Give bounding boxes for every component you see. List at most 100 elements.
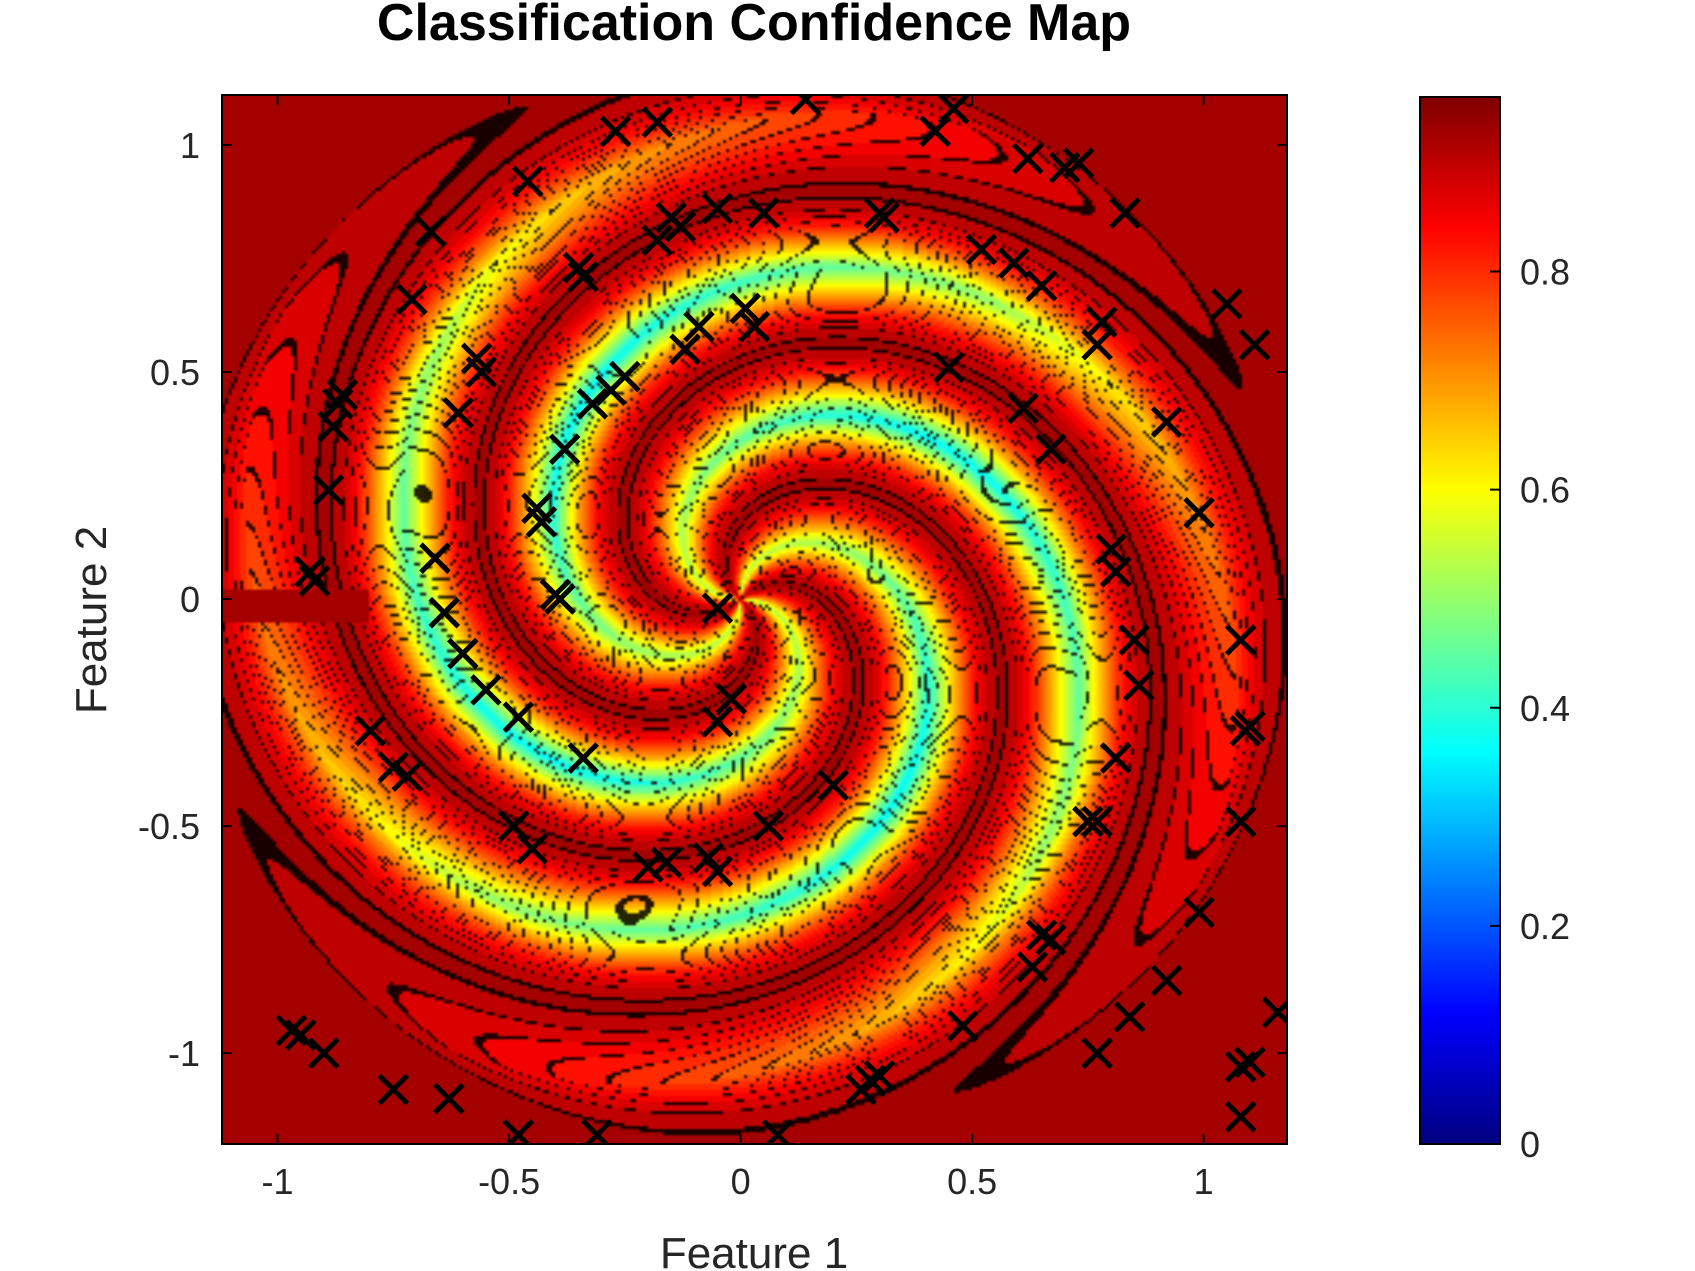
y-tick-label: 1 — [180, 125, 200, 166]
colorbar-frame — [1419, 96, 1501, 1145]
sample-marker-44 — [548, 433, 581, 465]
sample-marker-103 — [1234, 1046, 1266, 1079]
colorbar-gradient — [1420, 97, 1500, 1144]
sample-marker-70 — [567, 742, 599, 774]
x-axis-ticks: -1 -0.5 0 0.5 1 — [262, 95, 1214, 1202]
sample-marker-42 — [1007, 392, 1039, 425]
sample-marker-95 — [308, 1037, 340, 1069]
sample-marker-93 — [275, 1014, 308, 1047]
sample-marker-105 — [502, 1119, 535, 1144]
x-tick-label: -0.5 — [478, 1161, 540, 1202]
sample-marker-5 — [511, 165, 544, 198]
x-tick-label: 0 — [731, 1161, 751, 1202]
sample-marker-107 — [761, 1119, 794, 1144]
sample-marker-27 — [669, 333, 701, 366]
sample-marker-38 — [317, 410, 349, 443]
sample-marker-101 — [845, 1073, 877, 1106]
chart-title: Classification Confidence Map — [377, 0, 1131, 52]
colorbar: 0 0.2 0.4 0.6 0.8 — [1419, 96, 1570, 1165]
sample-marker-81 — [632, 851, 664, 883]
sample-marker-35 — [933, 351, 965, 384]
sample-marker-64 — [502, 701, 535, 733]
sample-marker-36 — [326, 378, 359, 411]
colorbar-tick-label: 0 — [1520, 1124, 1540, 1165]
sample-marker-25 — [738, 310, 771, 343]
sample-marker-51 — [294, 556, 326, 588]
sample-marker-66 — [715, 683, 748, 715]
sample-marker-54 — [544, 583, 576, 615]
sample-marker-85 — [1183, 896, 1215, 929]
sample-marker-97 — [1224, 1051, 1257, 1083]
sample-marker-60 — [1224, 624, 1257, 656]
plot-area — [221, 94, 1288, 1145]
colorbar-tick-label: 0.2 — [1520, 906, 1570, 947]
sample-marker-41 — [595, 374, 627, 406]
sample-marker-87 — [1035, 923, 1067, 956]
colorbar-ticks: 0 0.2 0.4 0.6 0.8 — [1490, 252, 1570, 1165]
colorbar-tick-label: 0.6 — [1520, 470, 1570, 511]
sample-marker-56 — [1099, 556, 1132, 588]
sample-marker-39 — [442, 397, 474, 429]
y-tick-label: 0 — [180, 579, 200, 620]
sample-marker-24 — [729, 292, 762, 325]
sample-marker-89 — [1150, 964, 1183, 997]
sample-marker-33 — [465, 356, 498, 388]
sample-marker-3 — [599, 115, 632, 148]
sample-marker-86 — [1025, 919, 1058, 951]
sample-marker-49 — [1183, 497, 1215, 529]
sample-marker-78 — [1081, 805, 1113, 838]
sample-marker-104 — [1224, 1100, 1257, 1133]
sample-marker-21 — [1025, 269, 1058, 302]
sample-marker-94 — [284, 1019, 317, 1051]
sample-marker-69 — [1234, 710, 1266, 742]
x-tick-label: 0.5 — [947, 1161, 997, 1202]
sample-marker-6 — [1011, 142, 1044, 175]
sample-marker-102 — [863, 1060, 896, 1092]
sample-marker-99 — [433, 1082, 465, 1115]
x-tick-label: 1 — [1194, 1161, 1214, 1202]
sample-marker-31 — [1238, 328, 1271, 361]
colorbar-tick-label: 0.8 — [1520, 252, 1570, 293]
sample-marker-62 — [470, 674, 502, 706]
sample-marker-16 — [747, 197, 780, 229]
sample-marker-96 — [1081, 1037, 1113, 1069]
sample-marker-52 — [298, 565, 331, 597]
sample-marker-48 — [525, 506, 558, 538]
sample-marker-76 — [516, 833, 549, 865]
sample-marker-8 — [1062, 147, 1095, 179]
sample-marker-12 — [641, 224, 674, 257]
sample-marker-18 — [868, 201, 900, 234]
sample-marker-50 — [419, 542, 451, 574]
sample-markers — [275, 95, 1287, 1144]
sample-marker-59 — [1118, 624, 1150, 656]
sample-marker-92 — [1261, 996, 1287, 1029]
sample-marker-77 — [1072, 805, 1104, 838]
y-axis-ticks: 1 0.5 0 -0.5 -1 — [138, 125, 1287, 1074]
sample-marker-88 — [1016, 951, 1049, 983]
sample-marker-71 — [1099, 742, 1132, 774]
x-axis-label: Feature 1 — [660, 1229, 848, 1271]
sample-marker-2 — [919, 115, 951, 148]
sample-marker-46 — [312, 474, 345, 506]
sample-marker-84 — [692, 842, 724, 874]
sample-marker-30 — [1211, 288, 1243, 320]
sample-marker-58 — [428, 596, 461, 629]
sample-marker-9 — [1109, 197, 1141, 229]
sample-marker-14 — [664, 210, 697, 243]
colorbar-tick-label: 0.4 — [1520, 688, 1570, 729]
sample-marker-57 — [701, 592, 734, 624]
y-tick-label: -0.5 — [138, 806, 200, 847]
sample-marker-75 — [497, 810, 530, 842]
sample-marker-0 — [789, 95, 822, 116]
x-tick-label: -1 — [262, 1161, 294, 1202]
sample-marker-98 — [377, 1073, 410, 1106]
sample-marker-4 — [641, 106, 674, 139]
sample-marker-83 — [701, 855, 734, 888]
sample-marker-23 — [567, 260, 599, 293]
y-axis-label: Feature 2 — [67, 526, 116, 714]
sample-marker-26 — [683, 310, 715, 343]
sample-marker-80 — [752, 810, 785, 842]
sample-marker-67 — [354, 714, 386, 747]
